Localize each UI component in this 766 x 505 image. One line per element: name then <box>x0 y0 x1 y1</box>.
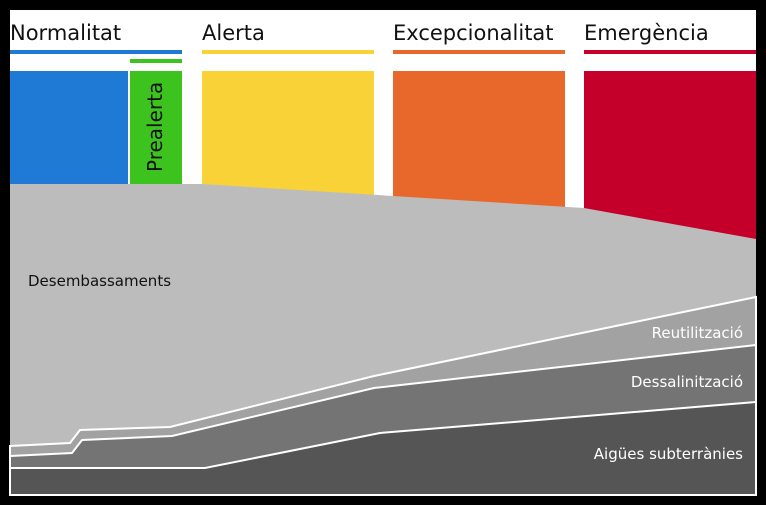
label-dessalinitzacio: Dessalinització <box>631 373 743 391</box>
block-alerta <box>202 71 374 196</box>
label-reutilitzacio: Reutilització <box>652 324 743 342</box>
label-desembassaments: Desembassaments <box>28 272 171 290</box>
stage-title-prealerta: Prealerta <box>143 82 167 172</box>
underline-alerta <box>202 50 374 54</box>
stage-title-alerta: Alerta <box>202 21 265 45</box>
block-normalitat <box>10 71 128 184</box>
underline-prealerta <box>130 59 182 63</box>
underline-emergencia <box>584 50 756 54</box>
stage-title-normalitat: Normalitat <box>10 21 121 45</box>
layer-aigues-subterranies <box>9 400 757 496</box>
underline-normalitat <box>10 50 182 54</box>
block-prealerta <box>130 71 182 184</box>
stage-title-excepcionalitat: Excepcionalitat <box>393 21 554 45</box>
stage-title-emergencia: Emergència <box>584 21 709 45</box>
underline-excepcionalitat <box>393 50 565 54</box>
label-aigues-subterranies: Aigües subterrànies <box>594 445 743 463</box>
block-excepcionalitat <box>393 71 565 211</box>
